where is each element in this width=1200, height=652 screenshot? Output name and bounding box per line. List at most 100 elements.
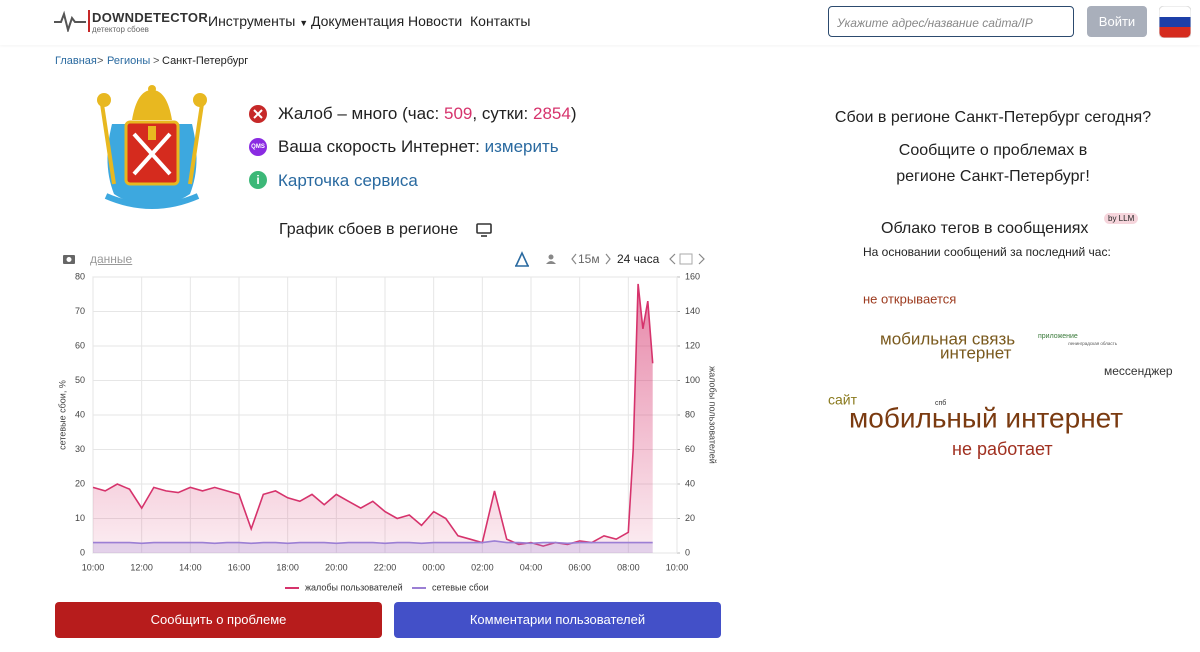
coat-of-arms — [97, 85, 207, 209]
y-tick-label: 50 — [75, 375, 85, 385]
qms-badge: QMS — [251, 144, 265, 150]
x-tick-label: 14:00 — [179, 562, 202, 572]
y2-tick-label: 40 — [685, 478, 695, 488]
y2-tick-label: 80 — [685, 409, 695, 419]
x-tick-label: 10:00 — [666, 562, 689, 572]
tag[interactable]: сайт — [828, 392, 858, 408]
watermark-text: DETECTOR404 — [312, 395, 584, 437]
logo-divider — [88, 10, 90, 32]
status-text: Жалоб – много (час: — [278, 104, 444, 123]
y2-tick-label: 0 — [685, 547, 690, 557]
plot-background — [92, 276, 678, 554]
y-tick-label: 80 — [75, 271, 85, 281]
report-prompt: Сообщите о проблемах в — [898, 142, 1088, 159]
tag[interactable]: спб — [935, 399, 946, 407]
cloud-note: На основании сообщений за последний час: — [863, 245, 1111, 259]
y-tick-label: 10 — [75, 513, 85, 523]
status-text: , сутки: — [472, 104, 533, 123]
x-tick-label: 20:00 — [325, 562, 348, 572]
tag[interactable]: интернет — [940, 343, 1012, 362]
nav-item[interactable]: Контакты — [470, 13, 531, 29]
monitor-icon[interactable] — [476, 222, 492, 238]
legend-label: сетевые сбои — [432, 582, 489, 592]
interval-chevrons[interactable] — [571, 253, 611, 265]
y-tick-label: 40 — [75, 409, 85, 419]
y-tick-label: 60 — [75, 340, 85, 350]
nav-item[interactable]: Новости — [408, 13, 463, 29]
speed-label: Ваша скорость Интернет: — [278, 137, 485, 156]
breadcrumb-sep: > — [97, 55, 104, 67]
report-button[interactable]: Сообщить о проблеме — [55, 602, 382, 638]
y-tick-label: 20 — [75, 478, 85, 488]
scale-icon[interactable] — [514, 251, 530, 267]
watermark: DETECTOR404 LLM POWERED — [150, 367, 620, 466]
y2-tick-label: 120 — [685, 340, 700, 350]
y-tick-label: 0 — [80, 547, 85, 557]
camera-icon[interactable] — [62, 252, 76, 266]
flag[interactable] — [1159, 6, 1191, 38]
series-line — [92, 283, 654, 547]
tag[interactable]: не открывается — [863, 291, 956, 306]
y2-tick-label: 60 — [685, 444, 695, 454]
tag[interactable]: ленинградская область — [1068, 341, 1118, 346]
x-tick-label: 02:00 — [471, 562, 494, 572]
day-count: 2854 — [533, 104, 571, 123]
llm-badge: by LLM — [1104, 213, 1139, 224]
breadcrumb-sep: > — [153, 55, 160, 67]
interval[interactable]: 15м — [578, 252, 600, 266]
y2-tick-label: 100 — [685, 375, 700, 385]
breadcrumb-current: Санкт-Петербург — [162, 55, 249, 67]
complaints-status: Жалоб – много (час: 509, сутки: 2854) — [278, 104, 577, 124]
header — [0, 0, 1200, 45]
tag[interactable]: приложение — [1038, 333, 1078, 340]
data-link[interactable]: данные — [90, 252, 133, 266]
series-area — [93, 283, 653, 553]
y2-axis-label: жалобы пользователей — [708, 366, 718, 464]
breadcrumb-link[interactable]: Главная — [55, 55, 97, 67]
x-tick-label: 12:00 — [130, 562, 153, 572]
tag[interactable]: не работает — [952, 439, 1053, 459]
user-icon[interactable] — [545, 253, 557, 265]
tag[interactable]: мессенджер — [1104, 364, 1173, 378]
search-input[interactable]: Укажите адрес/название сайта/IP — [828, 6, 1074, 37]
login-button[interactable]: Войти — [1087, 6, 1147, 37]
nav-item[interactable]: Инструменты ▼ — [208, 13, 308, 29]
status-icons — [249, 105, 267, 189]
hour-count: 509 — [444, 104, 473, 123]
speed-row: Ваша скорость Интернет: измерить — [278, 137, 559, 157]
speed-link[interactable]: измерить — [484, 137, 559, 156]
comments-button[interactable]: Комментарии пользователей — [394, 602, 721, 638]
series-line — [93, 540, 653, 545]
logo-text[interactable]: DOWNDETECTOR — [92, 10, 209, 25]
status-text: ) — [570, 104, 577, 123]
chart-title: График сбоев в регионе — [279, 221, 459, 238]
service-card-link[interactable]: Карточка сервиса — [278, 171, 418, 190]
tag[interactable]: мобильная связь — [880, 329, 1015, 348]
x-tick-label: 10:00 — [82, 562, 105, 572]
y2-tick-label: 20 — [685, 513, 695, 523]
caret: ▼ — [299, 18, 309, 28]
x-tick-label: 22:00 — [374, 562, 397, 572]
x-tick-label: 06:00 — [568, 562, 591, 572]
y-axis-label: сетевые сбои, % — [57, 380, 67, 450]
series-area — [93, 540, 653, 553]
range-nav[interactable] — [668, 251, 706, 267]
range[interactable]: 24 часа — [617, 252, 660, 266]
y-tick-label: 30 — [75, 444, 85, 454]
y2-tick-label: 140 — [685, 306, 700, 316]
cloud-title: Облако тегов в сообщениях — [881, 220, 1089, 237]
x-tick-label: 08:00 — [617, 562, 640, 572]
x-tick-label: 04:00 — [520, 562, 543, 572]
tag[interactable]: мобильный интернет — [849, 402, 1123, 433]
logo-icon — [54, 10, 86, 32]
nav-item[interactable]: Документация — [311, 13, 405, 29]
region-question: Сбои в регионе Санкт-Петербург сегодня? — [834, 109, 1152, 126]
plot: 0 10 20 30 40 50 60 70 80 0 20 40 60 80 100 120 140 160 10… — [57, 271, 717, 592]
info-icon: i — [256, 173, 260, 187]
x-tick-label: 18:00 — [276, 562, 299, 572]
breadcrumb-link[interactable]: Регионы — [107, 55, 151, 67]
y2-tick-label: 160 — [685, 271, 700, 281]
logo-tagline: детектор сбоев — [92, 25, 149, 34]
nav-text: Инструменты — [208, 13, 296, 29]
